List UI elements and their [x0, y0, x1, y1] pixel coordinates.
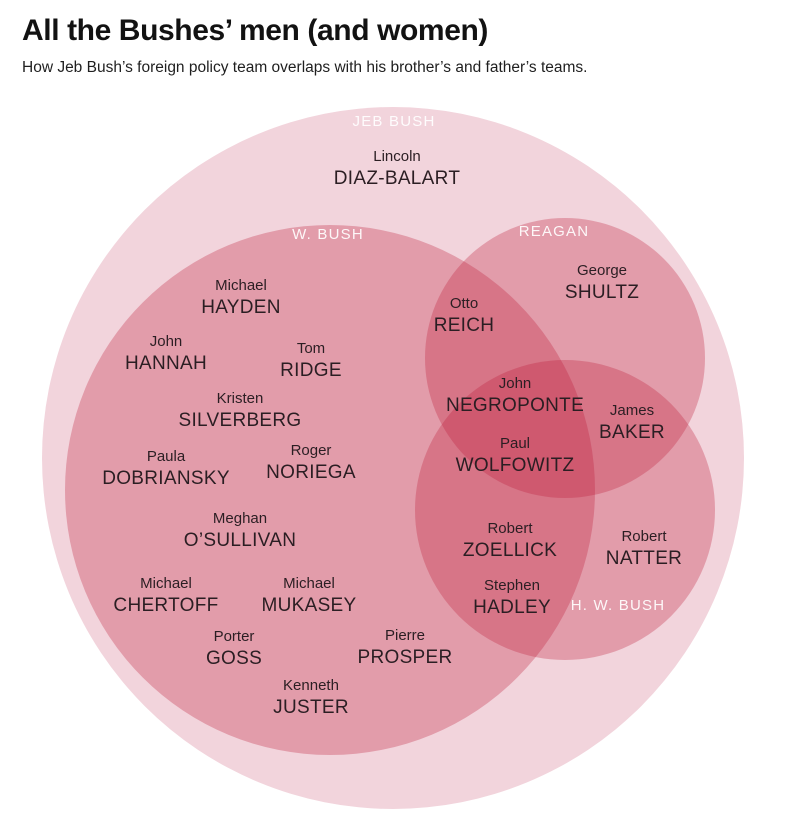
member-dobriansky: Paula DOBRIANSKY: [102, 447, 230, 490]
member-first-name: Meghan: [212, 510, 268, 527]
member-last-name: SILVERBERG: [178, 410, 302, 431]
member-first-name: James: [609, 402, 655, 419]
member-natter: Robert NATTER: [606, 527, 682, 570]
member-prosper: Pierre PROSPER: [357, 626, 452, 669]
member-first-name: Michael: [215, 277, 267, 294]
member-zoellick: Robert ZOELLICK: [463, 519, 557, 562]
member-last-name: HANNAH: [124, 353, 208, 374]
page-title: All the Bushes’ men (and women): [22, 14, 489, 47]
member-chertoff: Michael CHERTOFF: [113, 574, 218, 617]
member-hadley: Stephen HADLEY: [473, 576, 551, 619]
member-first-name: Robert: [621, 528, 667, 545]
member-first-name: Pierre: [384, 627, 426, 644]
member-last-name: SHULTZ: [564, 282, 640, 303]
member-last-name: MUKASEY: [261, 595, 357, 616]
member-last-name: NORIEGA: [266, 462, 356, 483]
member-baker: James BAKER: [599, 401, 665, 444]
member-diaz-balart: Lincoln DIAZ-BALART: [334, 147, 460, 190]
member-first-name: Roger: [290, 442, 332, 459]
member-last-name: NATTER: [605, 548, 683, 569]
member-last-name: JUSTER: [273, 697, 349, 718]
member-silverberg: Kristen SILVERBERG: [178, 389, 301, 432]
member-reich: Otto REICH: [434, 294, 495, 337]
member-first-name: Otto: [449, 295, 479, 312]
member-last-name: NEGROPONTE: [445, 395, 585, 416]
set-label-jeb: JEB BUSH: [352, 113, 436, 130]
member-first-name: Kristen: [216, 390, 264, 407]
member-first-name: Kenneth: [283, 677, 339, 694]
member-first-name: Paul: [499, 435, 531, 452]
member-first-name: John: [498, 375, 532, 392]
member-last-name: ZOELLICK: [462, 540, 558, 561]
member-last-name: CHERTOFF: [113, 595, 219, 616]
member-last-name: HADLEY: [473, 597, 551, 618]
member-first-name: Michael: [283, 575, 335, 592]
member-first-name: Lincoln: [373, 148, 421, 165]
circle-w-bush: [65, 225, 595, 755]
member-first-name: George: [576, 262, 628, 279]
member-first-name: Paula: [146, 448, 186, 465]
member-wolfowitz: Paul WOLFOWITZ: [456, 434, 575, 477]
member-juster: Kenneth JUSTER: [273, 676, 349, 719]
header: All the Bushes’ men (and women) How Jeb …: [22, 14, 762, 77]
member-last-name: HAYDEN: [201, 297, 281, 318]
set-label-w-bush: W. BUSH: [292, 226, 364, 243]
member-first-name: Tom: [296, 340, 326, 357]
member-last-name: DOBRIANSKY: [102, 468, 230, 489]
member-last-name: GOSS: [205, 648, 263, 669]
member-first-name: John: [149, 333, 183, 350]
page-subtitle: How Jeb Bush’s foreign policy team overl…: [22, 59, 588, 76]
member-last-name: WOLFOWITZ: [455, 455, 575, 476]
member-first-name: Porter: [213, 628, 255, 645]
member-last-name: BAKER: [599, 422, 665, 443]
member-negroponte: John NEGROPONTE: [446, 374, 584, 417]
set-label-hw-bush: H. W. BUSH: [570, 597, 666, 614]
member-goss: Porter GOSS: [206, 627, 262, 670]
member-first-name: Stephen: [484, 577, 540, 594]
member-last-name: REICH: [433, 315, 495, 336]
member-mukasey: Michael MUKASEY: [261, 574, 356, 617]
member-last-name: O’SULLIVAN: [183, 530, 297, 551]
member-first-name: Michael: [140, 575, 192, 592]
member-hayden: Michael HAYDEN: [201, 276, 281, 319]
member-ridge: Tom RIDGE: [280, 339, 342, 382]
member-last-name: RIDGE: [280, 360, 342, 381]
member-shultz: George SHULTZ: [565, 261, 639, 304]
member-noriega: Roger NORIEGA: [266, 441, 356, 484]
circle-hw-bush: [415, 360, 715, 660]
circle-reagan: [425, 218, 705, 498]
member-last-name: PROSPER: [357, 647, 453, 668]
member-hannah: John HANNAH: [125, 332, 207, 375]
member-last-name: DIAZ-BALART: [333, 168, 461, 189]
member-o-sullivan: Meghan O’SULLIVAN: [184, 509, 296, 552]
set-label-reagan: REAGAN: [518, 223, 590, 240]
circle-jeb: [42, 107, 744, 809]
member-first-name: Robert: [487, 520, 533, 537]
